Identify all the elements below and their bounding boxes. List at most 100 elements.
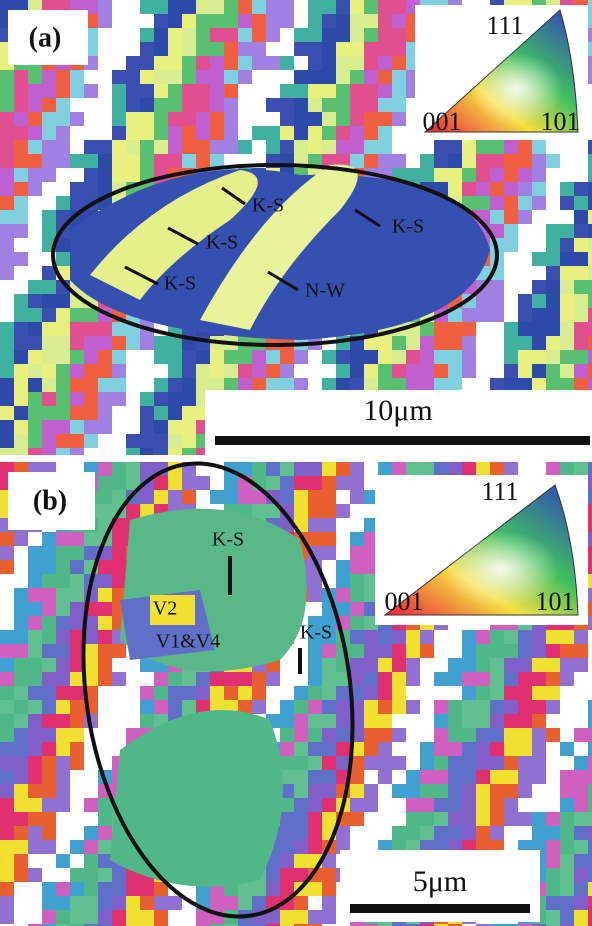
grain xyxy=(112,168,127,183)
grain xyxy=(350,644,365,659)
grain xyxy=(70,896,85,911)
grain xyxy=(308,658,323,673)
grain xyxy=(238,28,253,43)
grain xyxy=(154,420,169,435)
grain xyxy=(504,280,519,295)
grain xyxy=(28,154,43,169)
grain xyxy=(574,462,589,477)
grain xyxy=(224,42,239,57)
grain xyxy=(308,504,323,519)
grain xyxy=(322,28,337,43)
grain xyxy=(140,56,155,71)
grain xyxy=(448,798,463,813)
grain xyxy=(518,252,533,267)
grain xyxy=(0,686,15,701)
grain xyxy=(154,126,169,141)
grain xyxy=(252,14,267,29)
grain xyxy=(322,770,337,785)
grain xyxy=(70,140,85,155)
grain xyxy=(140,112,155,127)
grain xyxy=(28,882,43,897)
grain xyxy=(476,756,491,771)
grain xyxy=(0,420,15,435)
grain xyxy=(56,126,71,141)
grain xyxy=(546,826,561,841)
grain xyxy=(588,812,592,827)
grain xyxy=(56,112,71,127)
grain xyxy=(112,126,127,141)
grain xyxy=(252,56,267,71)
grain xyxy=(504,644,519,659)
grain xyxy=(476,182,491,197)
grain xyxy=(252,896,267,911)
grain xyxy=(28,406,43,421)
grain xyxy=(98,350,113,365)
grain xyxy=(182,364,197,379)
grain xyxy=(140,490,155,505)
grain xyxy=(406,756,421,771)
grain xyxy=(126,126,141,141)
grain xyxy=(98,588,113,603)
grain xyxy=(448,770,463,785)
grain xyxy=(406,658,421,673)
grain xyxy=(98,840,113,855)
grain xyxy=(0,182,15,197)
grain xyxy=(70,714,85,729)
grain xyxy=(42,560,57,575)
grain xyxy=(574,854,589,869)
grain xyxy=(504,700,519,715)
grain xyxy=(14,238,29,253)
grain xyxy=(0,364,15,379)
grain xyxy=(294,0,309,15)
grain xyxy=(560,854,575,869)
grain xyxy=(308,350,323,365)
grain xyxy=(560,770,575,785)
grain xyxy=(70,812,85,827)
grain xyxy=(462,154,477,169)
grain xyxy=(406,812,421,827)
grain xyxy=(280,658,295,673)
grain xyxy=(308,0,323,15)
grain xyxy=(294,910,309,925)
grain xyxy=(336,700,351,715)
grain xyxy=(434,672,449,687)
grain xyxy=(98,560,113,575)
grain xyxy=(378,98,393,113)
grain xyxy=(518,714,533,729)
grain xyxy=(574,728,589,743)
grain xyxy=(588,252,592,267)
grain xyxy=(364,14,379,29)
grain xyxy=(280,756,295,771)
grain xyxy=(56,336,71,351)
grain xyxy=(112,420,127,435)
grain xyxy=(28,392,43,407)
grain xyxy=(56,854,71,869)
grain xyxy=(56,560,71,575)
grain xyxy=(588,532,592,547)
grain xyxy=(308,686,323,701)
grain xyxy=(350,126,365,141)
grain xyxy=(14,364,29,379)
grain xyxy=(252,882,267,897)
grain xyxy=(546,224,561,239)
grain xyxy=(336,490,351,505)
grain xyxy=(70,378,85,393)
grain xyxy=(182,910,197,925)
grain xyxy=(308,798,323,813)
grain xyxy=(560,658,575,673)
grain xyxy=(364,770,379,785)
grain xyxy=(154,336,169,351)
grain xyxy=(448,154,463,169)
grain xyxy=(588,658,592,673)
grain xyxy=(336,98,351,113)
grain xyxy=(364,42,379,57)
grain xyxy=(266,84,281,99)
grain xyxy=(0,126,15,141)
grain xyxy=(0,728,15,743)
grain xyxy=(434,812,449,827)
grain xyxy=(546,140,561,155)
grain xyxy=(14,70,29,85)
grain xyxy=(126,56,141,71)
grain xyxy=(560,364,575,379)
grain xyxy=(140,882,155,897)
